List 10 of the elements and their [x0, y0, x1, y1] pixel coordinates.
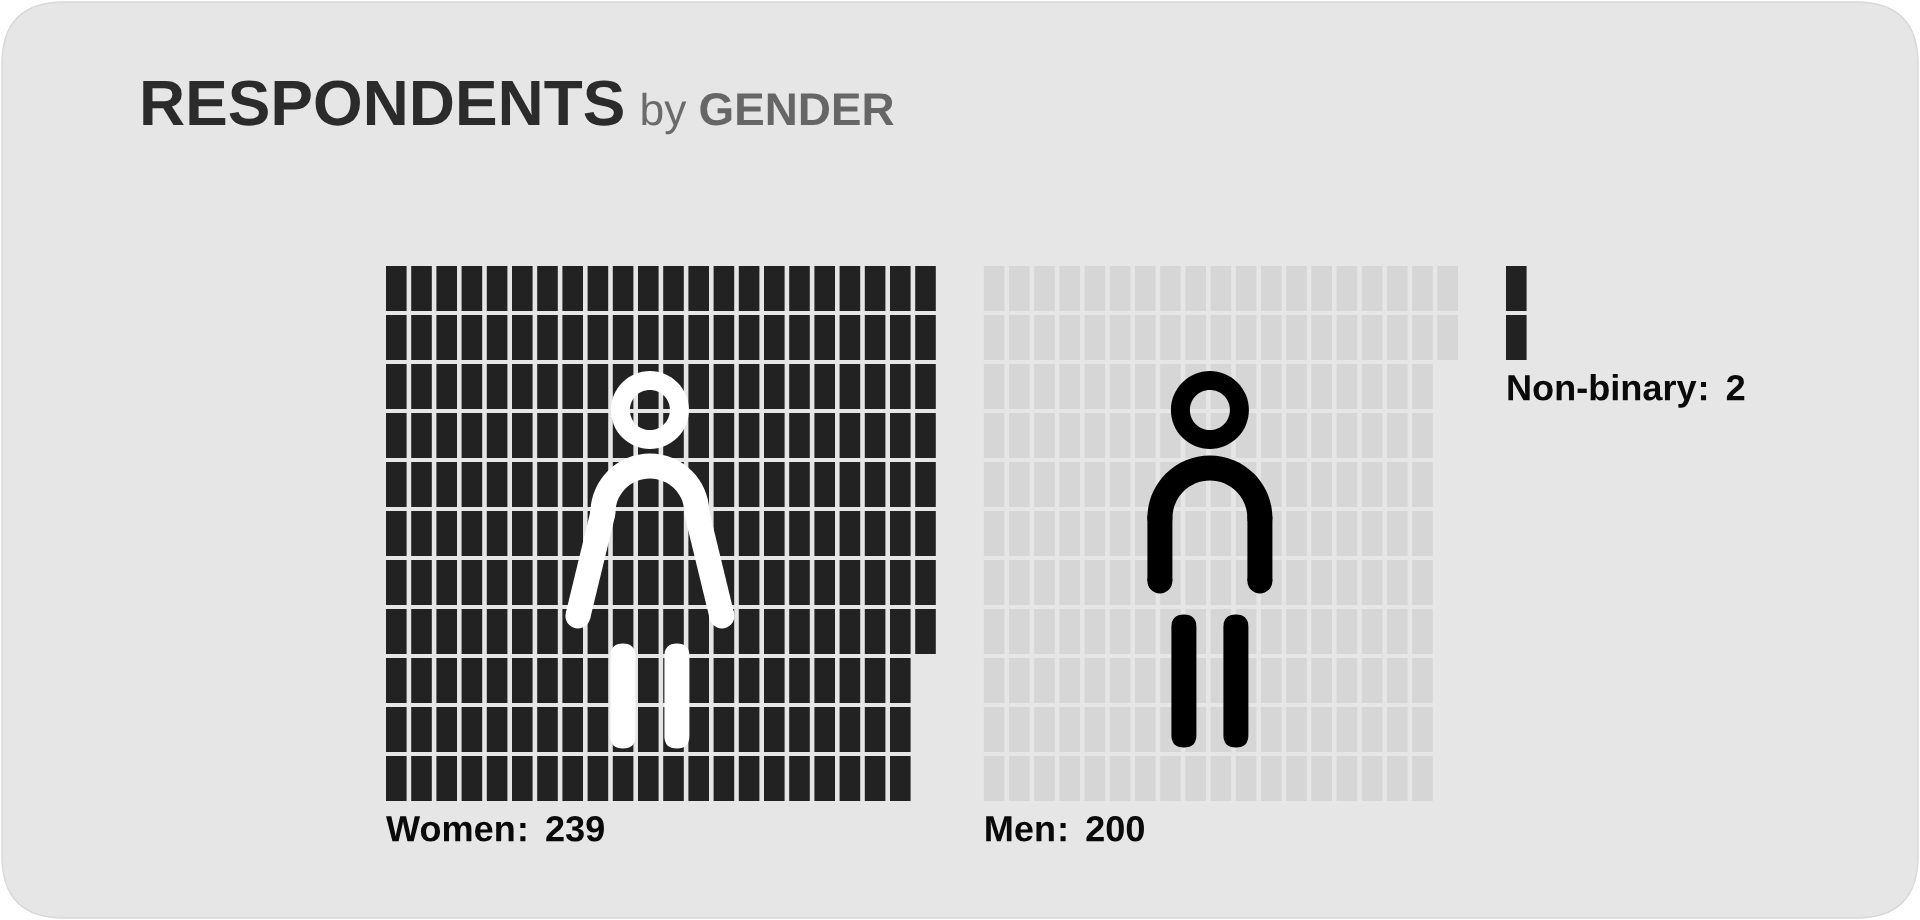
text: RESPONDENTS by GENDER: [143, 80, 894, 135]
data-label: 200: [1086, 815, 1144, 842]
category-label: Men: [986, 816, 1054, 842]
text: :: [1700, 381, 1707, 401]
data-label: 2: [1726, 374, 1745, 401]
text: :: [520, 822, 526, 842]
data-label: 239: [546, 815, 604, 842]
category-label: Non-binary: [1508, 374, 1697, 408]
category-label: Women: [386, 816, 514, 842]
text: :: [1060, 822, 1066, 842]
